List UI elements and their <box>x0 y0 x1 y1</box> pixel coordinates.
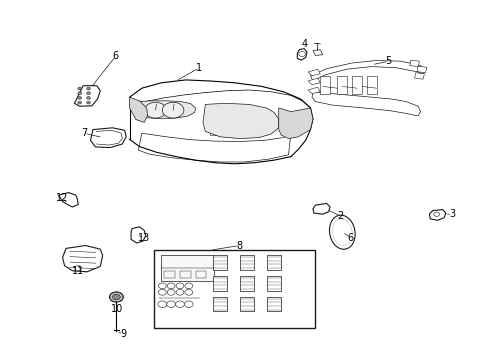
Circle shape <box>175 301 184 307</box>
Polygon shape <box>409 60 419 67</box>
Text: 9: 9 <box>120 329 126 339</box>
Polygon shape <box>278 108 312 139</box>
Circle shape <box>86 87 90 90</box>
Polygon shape <box>138 133 290 162</box>
Bar <box>210 112 229 122</box>
Bar <box>239 276 254 291</box>
Circle shape <box>86 96 90 99</box>
Text: 8: 8 <box>236 240 242 251</box>
Polygon shape <box>337 76 346 94</box>
Circle shape <box>176 289 183 295</box>
Bar <box>161 255 214 281</box>
Polygon shape <box>138 101 195 119</box>
Text: 1: 1 <box>196 63 202 73</box>
Polygon shape <box>129 97 310 157</box>
Polygon shape <box>131 227 145 243</box>
Text: 12: 12 <box>56 193 69 203</box>
Text: 10: 10 <box>111 304 123 314</box>
Circle shape <box>75 266 81 271</box>
Polygon shape <box>297 49 306 60</box>
Polygon shape <box>310 60 425 81</box>
Bar <box>154 250 315 328</box>
Bar <box>212 255 227 270</box>
Text: 3: 3 <box>448 209 454 219</box>
Circle shape <box>162 102 183 118</box>
Circle shape <box>109 292 123 302</box>
Polygon shape <box>74 86 100 106</box>
Bar <box>266 276 281 291</box>
Polygon shape <box>312 50 322 55</box>
Polygon shape <box>59 193 78 207</box>
Circle shape <box>158 283 166 289</box>
Polygon shape <box>428 210 445 220</box>
Circle shape <box>184 283 192 289</box>
Bar <box>212 297 227 311</box>
Bar <box>164 271 175 278</box>
Polygon shape <box>129 97 147 122</box>
Circle shape <box>298 51 305 57</box>
Circle shape <box>158 301 166 307</box>
Bar <box>239 255 254 270</box>
Ellipse shape <box>329 215 354 249</box>
Circle shape <box>167 289 175 295</box>
Bar <box>195 271 206 278</box>
Polygon shape <box>366 76 376 94</box>
Bar <box>239 297 254 311</box>
Circle shape <box>78 92 81 95</box>
Polygon shape <box>203 103 278 139</box>
Text: 13: 13 <box>138 233 150 243</box>
Bar <box>210 125 229 135</box>
Polygon shape <box>311 92 420 116</box>
Circle shape <box>78 87 81 90</box>
Polygon shape <box>351 76 361 94</box>
Polygon shape <box>312 203 329 214</box>
Polygon shape <box>414 73 424 79</box>
Circle shape <box>158 289 166 295</box>
Polygon shape <box>129 80 310 108</box>
Text: 5: 5 <box>385 56 391 66</box>
Bar <box>212 276 227 291</box>
Text: 7: 7 <box>81 128 87 138</box>
Circle shape <box>176 283 183 289</box>
Bar <box>234 110 264 128</box>
Circle shape <box>184 289 192 295</box>
Circle shape <box>86 101 90 104</box>
Bar <box>180 271 190 278</box>
Bar <box>266 297 281 311</box>
Circle shape <box>433 212 439 216</box>
Circle shape <box>78 96 81 99</box>
Text: 2: 2 <box>337 211 343 221</box>
Polygon shape <box>90 128 126 148</box>
Circle shape <box>184 301 193 307</box>
Circle shape <box>78 101 81 104</box>
Polygon shape <box>416 66 426 73</box>
Polygon shape <box>307 69 320 76</box>
Polygon shape <box>320 76 329 94</box>
Text: 6: 6 <box>113 51 119 61</box>
Circle shape <box>144 102 166 118</box>
Circle shape <box>166 301 175 307</box>
Circle shape <box>112 294 120 300</box>
Bar <box>266 255 281 270</box>
Circle shape <box>167 283 175 289</box>
Text: 6: 6 <box>347 233 353 243</box>
Text: 11: 11 <box>72 266 84 276</box>
Polygon shape <box>307 87 320 94</box>
Polygon shape <box>62 246 102 272</box>
Circle shape <box>86 92 90 95</box>
Text: 4: 4 <box>301 39 306 49</box>
Polygon shape <box>307 78 320 85</box>
